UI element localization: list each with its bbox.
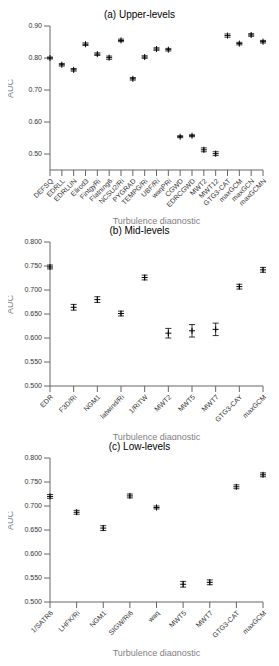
svg-text:maxGCM: maxGCM	[241, 393, 267, 419]
svg-text:0.90: 0.90	[28, 22, 42, 29]
svg-text:CGWD: CGWD	[163, 177, 185, 198]
svg-text:NGM1: NGM1	[88, 609, 107, 628]
svg-text:AUC: AUC	[8, 294, 15, 314]
svg-text:0.700: 0.700	[24, 286, 42, 293]
svg-text:0.500: 0.500	[24, 598, 42, 605]
svg-text:DEFSQ: DEFSQ	[32, 177, 55, 200]
svg-text:0.800: 0.800	[24, 238, 42, 245]
svg-text:FintgyRi: FintgyRi	[78, 177, 102, 201]
svg-text:latwind/Ri: latwind/Ri	[99, 393, 126, 420]
svg-text:EDR: EDR	[39, 393, 54, 408]
svg-text:MWT5: MWT5	[177, 393, 197, 413]
svg-text:Flatning6: Flatning6	[88, 177, 114, 203]
svg-text:0.70: 0.70	[28, 86, 42, 93]
svg-text:MWT2: MWT2	[153, 393, 173, 413]
svg-text:0.500: 0.500	[24, 382, 42, 389]
svg-text:0.550: 0.550	[24, 358, 42, 365]
svg-text:GTG3-CAT: GTG3-CAT	[202, 177, 232, 207]
svg-text:GTG3-CAY: GTG3-CAY	[214, 393, 244, 423]
svg-text:maxGCN: maxGCN	[230, 177, 256, 203]
svg-text:0.750: 0.750	[24, 478, 42, 485]
svg-text:0.800: 0.800	[24, 454, 42, 461]
svg-text:UBF/Ri: UBF/Ri	[139, 177, 161, 199]
svg-text:EDRLUN: EDRLUN	[52, 177, 78, 203]
svg-text:MWT7: MWT7	[200, 393, 220, 413]
svg-text:0.50: 0.50	[28, 150, 42, 157]
svg-text:AUC: AUC	[8, 510, 15, 530]
svg-text:MWT5: MWT5	[168, 609, 188, 629]
svg-text:waq: waq	[146, 609, 162, 625]
svg-text:maxGCM: maxGCM	[217, 177, 244, 204]
svg-text:Turbulence diagnostic: Turbulence diagnostic	[113, 648, 201, 656]
svg-text:0.60: 0.60	[28, 118, 42, 125]
html-text:(b) Mid-levels: (b) Mid-levels	[109, 225, 170, 236]
svg-text:0.650: 0.650	[24, 526, 42, 533]
svg-text:Ellrod3: Ellrod3	[69, 177, 90, 198]
svg-text:Turbulence diagnostic: Turbulence diagnostic	[113, 432, 201, 440]
svg-text:0.600: 0.600	[24, 550, 42, 557]
svg-text:0.650: 0.650	[24, 310, 42, 317]
svg-text:Turbulence diagnostic: Turbulence diagnostic	[113, 216, 201, 224]
svg-text:NCSU2/Ri: NCSU2/Ri	[97, 177, 126, 206]
svg-text:0.750: 0.750	[24, 262, 42, 269]
svg-text:waqPRi: waqPRi	[150, 177, 173, 200]
svg-text:0.600: 0.600	[24, 334, 42, 341]
svg-text:EDRCGWD: EDRCGWD	[165, 177, 197, 209]
svg-text:MWT12: MWT12	[197, 177, 220, 200]
svg-text:AUC: AUC	[8, 78, 15, 98]
svg-text:maxGCM: maxGCM	[241, 609, 267, 635]
svg-text:maxGCMN: maxGCMN	[238, 177, 267, 206]
svg-text:1/SATR6: 1/SATR6	[30, 609, 55, 634]
svg-text:1/RiTW: 1/RiTW	[127, 393, 149, 415]
svg-text:MWT2: MWT2	[188, 177, 209, 197]
svg-text:TEMPG/Ri: TEMPG/Ri	[120, 177, 149, 206]
svg-text:NGM1: NGM1	[82, 393, 101, 412]
svg-text:F3D/Ri: F3D/Ri	[58, 393, 79, 414]
html-text:(a) Upper-levels: (a) Upper-levels	[103, 9, 176, 20]
svg-text:0.550: 0.550	[24, 574, 42, 581]
svg-text:MWT7: MWT7	[194, 609, 214, 629]
svg-text:0.700: 0.700	[24, 502, 42, 509]
svg-text:0.80: 0.80	[28, 54, 42, 61]
html-text:(c) Low-levels: (c) Low-levels	[108, 441, 171, 452]
svg-text:EDRLL: EDRLL	[45, 177, 67, 199]
svg-text:LHFK/Ri: LHFK/Ri	[57, 609, 81, 633]
svg-text:SIGW/Ri6: SIGW/Ri6	[107, 609, 134, 636]
svg-text:GTG3-CAT: GTG3-CAT	[211, 609, 241, 639]
svg-text:PYGRAD: PYGRAD	[111, 177, 138, 204]
